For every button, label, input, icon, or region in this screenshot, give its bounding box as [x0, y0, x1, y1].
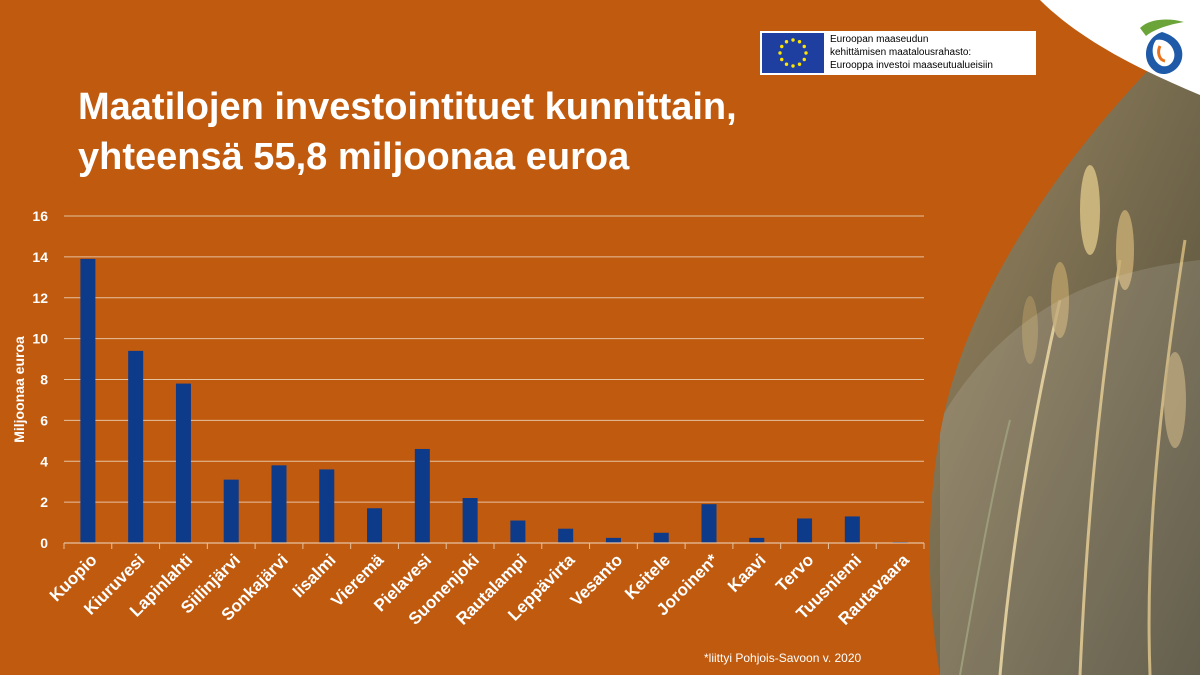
y-axis-label: Miljoonaa euroa: [11, 336, 27, 443]
title-line-1: Maatilojen investointituet kunnittain,: [78, 86, 737, 128]
y-tick-label: 16: [32, 208, 48, 224]
bar: [797, 518, 813, 543]
logo-icon: [1140, 19, 1184, 75]
bar: [653, 532, 669, 543]
bar: [462, 498, 478, 543]
eu-banner-line3: Eurooppa investoi maaseutualueisiin: [830, 60, 993, 71]
eu-star: [778, 51, 782, 55]
bar: [80, 258, 96, 543]
bar: [749, 537, 765, 543]
y-tick-label: 8: [40, 372, 48, 388]
bar: [223, 479, 239, 543]
axes: [63, 542, 925, 549]
eu-star: [784, 62, 789, 66]
y-tick-label: 0: [40, 535, 48, 551]
eu-star: [797, 40, 802, 44]
eu-banner-text: Euroopan maaseudun kehittämisen maatalou…: [830, 33, 993, 72]
eu-star: [797, 62, 802, 66]
eu-banner-line2: kehittämisen maatalousrahasto:: [830, 47, 972, 58]
y-tick-label: 4: [40, 453, 48, 469]
bar: [128, 350, 144, 543]
bar: [271, 465, 287, 543]
eu-star: [802, 44, 806, 49]
bar: [558, 528, 574, 543]
eu-banner-line1: Euroopan maaseudun: [830, 34, 929, 45]
bars: [80, 258, 908, 543]
bar: [367, 508, 383, 543]
labels: 0246810121416KuopioKiuruvesiLapinlahtiSi…: [11, 208, 913, 629]
bar: [701, 504, 717, 543]
bar: [844, 516, 860, 543]
bar: [175, 383, 191, 543]
x-tick-label: Kaavi: [724, 550, 770, 596]
eu-funding-banner: Euroopan maaseudun kehittämisen maatalou…: [760, 31, 1036, 75]
bar: [319, 469, 335, 543]
eu-star: [791, 64, 795, 68]
y-tick-label: 14: [32, 249, 48, 265]
y-tick-label: 10: [32, 331, 48, 347]
bar: [510, 520, 526, 543]
x-tick-label: Tervo: [772, 550, 817, 595]
y-tick-label: 6: [40, 412, 48, 428]
title-line-2: yhteensä 55,8 miljoonaa euroa: [78, 136, 630, 178]
footnote: *liittyi Pohjois-Savoon v. 2020: [704, 651, 862, 665]
bar: [605, 537, 621, 543]
eu-flag-icon: [762, 33, 824, 73]
eu-star: [802, 57, 806, 62]
eu-star: [780, 57, 784, 62]
slide-title: Maatilojen investointituet kunnittain, y…: [78, 82, 737, 182]
grid-lines: [64, 215, 924, 503]
bar: [414, 448, 430, 543]
eu-star: [780, 44, 784, 49]
eu-star: [784, 40, 789, 44]
x-tick-label: Vesanto: [567, 550, 627, 610]
eu-star: [804, 51, 808, 55]
eu-star: [791, 38, 795, 42]
y-tick-label: 12: [32, 290, 48, 306]
y-tick-label: 2: [40, 494, 48, 510]
